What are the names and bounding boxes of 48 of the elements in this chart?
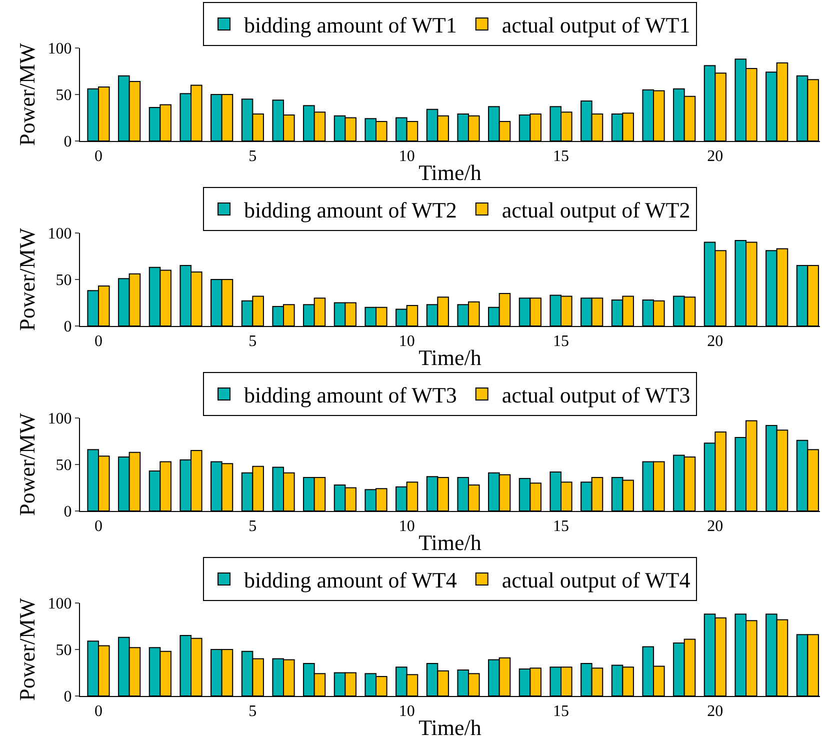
x-tick-label: 15 (553, 148, 569, 166)
y-tick-label: 50 (56, 457, 72, 474)
y-tick-label: 100 (48, 226, 72, 243)
legend-label: actual output of WT4 (502, 568, 690, 593)
legend-label: bidding amount of WT3 (244, 382, 457, 408)
y-tick-label: 0 (64, 134, 72, 151)
x-tick-label: 20 (707, 518, 724, 536)
x-axis-title: Time/h (418, 715, 482, 740)
y-tick-label: 100 (48, 410, 72, 428)
x-tick-label: 5 (248, 518, 257, 536)
x-axis-title: Time/h (418, 160, 482, 185)
x-tick-label: 5 (248, 333, 257, 350)
y-tick-label: 50 (56, 272, 72, 290)
x-tick-label: 10 (398, 148, 415, 166)
x-tick-label: 0 (94, 518, 102, 536)
legend-label: actual output of WT2 (502, 198, 690, 223)
x-tick-label: 5 (248, 703, 257, 720)
x-tick-label: 0 (94, 333, 102, 350)
y-tick-label: 100 (48, 40, 72, 58)
legend-label: actual output of WT1 (502, 12, 690, 38)
y-axis-title: Power/MW (14, 42, 40, 146)
y-tick-label: 0 (64, 318, 72, 336)
y-axis-title: Power/MW (14, 598, 40, 701)
x-tick-label: 10 (398, 703, 415, 720)
x-tick-label: 0 (94, 148, 102, 166)
legend-label: bidding amount of WT1 (244, 12, 457, 38)
y-tick-label: 100 (48, 596, 72, 613)
legend-label: bidding amount of WT2 (244, 198, 457, 223)
x-tick-label: 5 (248, 148, 257, 166)
y-tick-label: 0 (64, 504, 72, 521)
x-axis-title: Time/h (418, 345, 482, 370)
y-tick-label: 50 (56, 642, 72, 660)
x-tick-label: 15 (553, 703, 569, 720)
legend-label: actual output of WT3 (502, 382, 690, 408)
x-tick-label: 10 (398, 333, 415, 350)
y-tick-label: 50 (56, 87, 72, 104)
x-tick-label: 20 (707, 703, 724, 720)
y-axis-title: Power/MW (14, 412, 40, 516)
x-tick-label: 20 (707, 333, 724, 350)
x-tick-label: 15 (553, 333, 569, 350)
x-tick-label: 15 (553, 518, 569, 536)
x-tick-label: 20 (707, 148, 724, 166)
legend-label: bidding amount of WT4 (244, 568, 457, 593)
x-tick-label: 0 (94, 703, 102, 720)
y-tick-label: 0 (64, 688, 72, 706)
x-axis-title: Time/h (418, 530, 482, 555)
x-tick-label: 10 (398, 518, 415, 536)
y-axis-title: Power/MW (14, 228, 40, 331)
